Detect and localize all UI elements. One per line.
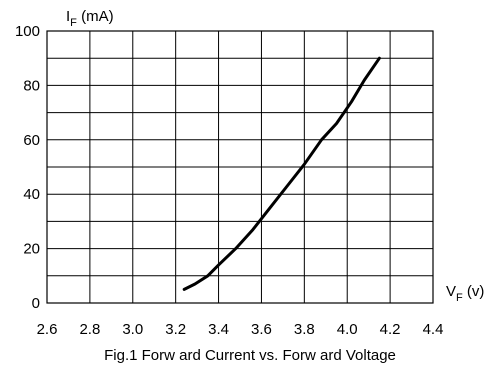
x-tick-label: 3.8 bbox=[294, 321, 315, 338]
x-tick-label: 2.6 bbox=[37, 321, 58, 338]
x-tick-label: 2.8 bbox=[79, 321, 100, 338]
y-tick-labels: 0 20 40 60 80 100 bbox=[15, 23, 40, 312]
y-axis-label: IF (mA) bbox=[66, 8, 114, 29]
x-tick-label: 3.4 bbox=[208, 321, 229, 338]
y-tick-label: 20 bbox=[23, 241, 40, 258]
grid-lines bbox=[46, 30, 434, 304]
y-tick-label: 60 bbox=[23, 132, 40, 149]
x-tick-label: 3.2 bbox=[165, 321, 186, 338]
x-tick-label: 4.0 bbox=[337, 321, 358, 338]
y-tick-label: 40 bbox=[23, 186, 40, 203]
figure-caption: Fig.1 Forw ard Current vs. Forw ard Volt… bbox=[104, 347, 396, 364]
series-group bbox=[182, 56, 381, 291]
plot-frame bbox=[46, 30, 434, 304]
x-tick-label: 4.2 bbox=[380, 321, 401, 338]
x-axis-label: VF (v) bbox=[446, 283, 484, 304]
x-tick-label: 3.6 bbox=[251, 321, 272, 338]
x-tick-label: 4.4 bbox=[423, 321, 444, 338]
x-tick-labels: 2.6 2.8 3.0 3.2 3.4 3.6 3.8 4.0 4.2 4.4 bbox=[37, 321, 444, 338]
y-tick-label: 100 bbox=[15, 23, 40, 40]
y-tick-label: 80 bbox=[23, 77, 40, 94]
x-tick-label: 3.0 bbox=[122, 321, 143, 338]
y-tick-label: 0 bbox=[32, 295, 40, 312]
series-line-0 bbox=[182, 56, 381, 291]
